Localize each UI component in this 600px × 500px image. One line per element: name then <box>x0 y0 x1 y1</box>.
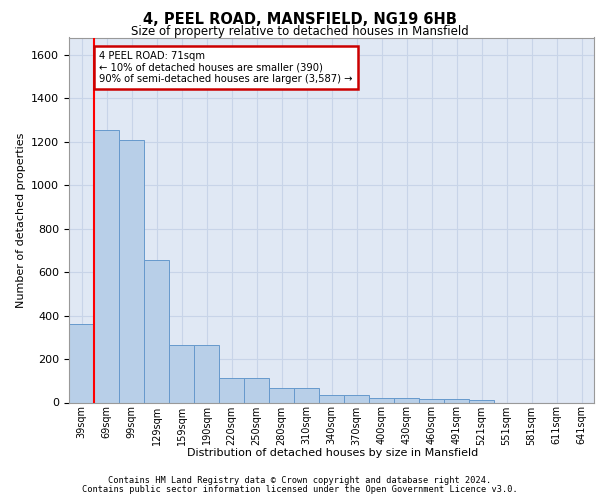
Bar <box>194 345 219 403</box>
Bar <box>469 400 494 402</box>
Text: Distribution of detached houses by size in Mansfield: Distribution of detached houses by size … <box>187 448 479 458</box>
Bar <box>94 130 119 402</box>
Text: Contains public sector information licensed under the Open Government Licence v3: Contains public sector information licen… <box>82 485 518 494</box>
Bar <box>444 399 469 402</box>
Text: 4 PEEL ROAD: 71sqm
← 10% of detached houses are smaller (390)
90% of semi-detach: 4 PEEL ROAD: 71sqm ← 10% of detached hou… <box>99 50 353 84</box>
Bar <box>119 140 144 402</box>
Y-axis label: Number of detached properties: Number of detached properties <box>16 132 26 308</box>
Bar <box>369 398 394 402</box>
Bar <box>319 395 344 402</box>
Bar <box>219 378 244 402</box>
Bar <box>294 388 319 402</box>
Bar <box>269 388 294 402</box>
Bar <box>69 324 94 402</box>
Bar <box>144 260 169 402</box>
Text: Size of property relative to detached houses in Mansfield: Size of property relative to detached ho… <box>131 25 469 38</box>
Bar <box>244 378 269 402</box>
Bar <box>419 399 444 402</box>
Bar <box>169 345 194 403</box>
Bar <box>344 395 369 402</box>
Bar <box>394 398 419 402</box>
Text: Contains HM Land Registry data © Crown copyright and database right 2024.: Contains HM Land Registry data © Crown c… <box>109 476 491 485</box>
Text: 4, PEEL ROAD, MANSFIELD, NG19 6HB: 4, PEEL ROAD, MANSFIELD, NG19 6HB <box>143 12 457 28</box>
